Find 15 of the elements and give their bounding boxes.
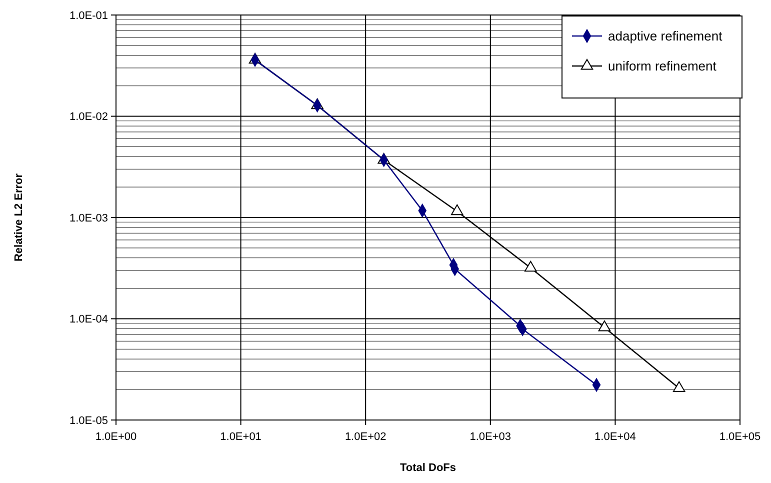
y-tick-label: 1.0E-05 — [69, 414, 108, 427]
y-tick-label: 1.0E-01 — [69, 10, 108, 22]
x-tick-label: 1.0E+02 — [344, 431, 386, 443]
legend-label: adaptive refinement — [608, 28, 723, 44]
y-tick-label: 1.0E-03 — [69, 212, 108, 224]
x-tick-label: 1.0E+05 — [719, 431, 761, 443]
x-tick-label: 1.0E+00 — [95, 431, 137, 443]
x-axis-title: Total DoFs — [400, 462, 456, 474]
legend-label: uniform refinement — [608, 58, 717, 74]
x-tick-label: 1.0E+04 — [594, 431, 636, 443]
y-tick-label: 1.0E-04 — [69, 314, 108, 326]
y-axis-title: Relative L2 Error — [13, 172, 25, 262]
x-tick-label: 1.0E+03 — [470, 431, 512, 443]
x-tick-label: 1.0E+01 — [220, 431, 262, 443]
y-tick-label: 1.0E-02 — [69, 111, 108, 124]
